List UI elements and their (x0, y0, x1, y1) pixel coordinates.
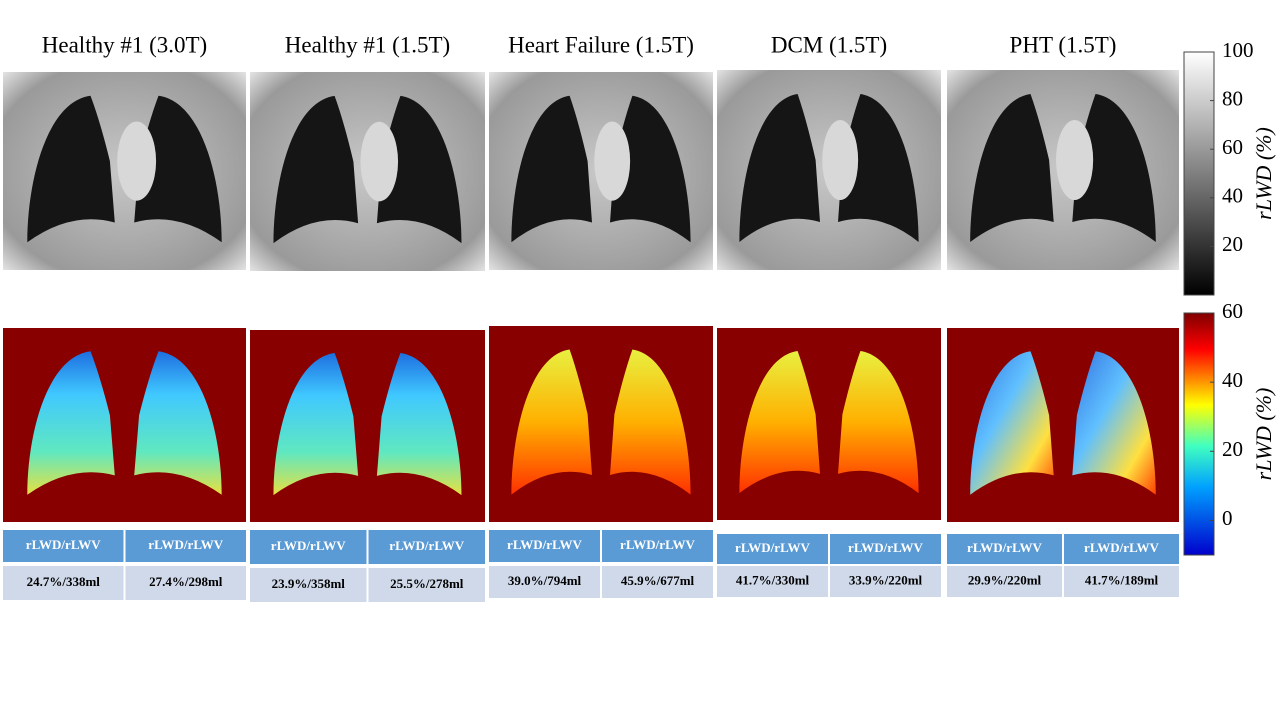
table-value-text: 29.9%/220ml (968, 572, 1042, 587)
lung-dark (739, 94, 820, 242)
colorbar-label: rLWD (%) (1251, 127, 1276, 220)
table-header-text: rLWD/rLWV (967, 540, 1042, 555)
table-value-text: 41.7%/189ml (1085, 572, 1159, 587)
table-value-text: 41.7%/330ml (736, 572, 810, 587)
table-header-text: rLWD/rLWV (389, 538, 464, 553)
colorbar-tick-label: 20 (1222, 232, 1243, 256)
table-header-text: rLWD/rLWV (620, 537, 695, 552)
table-header-cell (489, 530, 600, 562)
table-header-cell (947, 534, 1062, 564)
panel-title: DCM (1.5T) (771, 32, 887, 57)
lung-map (970, 351, 1054, 495)
table-value-cell (489, 566, 600, 598)
table-value-cell (717, 566, 828, 597)
colorbar-label: rLWD (%) (1251, 388, 1276, 481)
panel-title: PHT (1.5T) (1010, 32, 1117, 57)
colorbar-tick-label: 0 (1222, 506, 1233, 530)
lung-map (1072, 351, 1156, 495)
lung-dark (27, 95, 115, 243)
colorbar-tick-label: 100 (1222, 38, 1254, 62)
panel-title: Healthy #1 (3.0T) (42, 32, 207, 57)
table-value-cell (368, 568, 485, 602)
mediastinum (360, 121, 399, 202)
colorbar-tick-label: 40 (1222, 184, 1243, 208)
table-value-cell (3, 566, 124, 600)
table-header-cell (125, 530, 246, 562)
lung-map (511, 349, 592, 495)
colorbar-tick-label: 80 (1222, 86, 1243, 110)
table-value-text: 45.9%/677ml (621, 573, 695, 588)
lung-dark (1072, 94, 1156, 242)
table-header-text: rLWD/rLWV (507, 537, 582, 552)
lung-dark (970, 94, 1054, 242)
lung-dark (838, 94, 919, 242)
panel-title: Heart Failure (1.5T) (508, 32, 694, 57)
table-value-text: 33.9%/220ml (849, 572, 923, 587)
lung-map (134, 351, 222, 495)
mediastinum (1056, 120, 1094, 200)
table-value-cell (830, 566, 941, 597)
table-header-text: rLWD/rLWV (148, 537, 223, 552)
table-header-text: rLWD/rLWV (848, 540, 923, 555)
table-header-cell (368, 530, 485, 564)
table-value-cell (125, 566, 246, 600)
lung-map (27, 351, 115, 495)
table-header-cell (3, 530, 124, 562)
lung-map (273, 353, 359, 496)
panel-title: Healthy #1 (1.5T) (285, 32, 450, 57)
mediastinum (594, 121, 631, 201)
lung-dark (511, 95, 592, 243)
table-value-text: 27.4%/298ml (149, 574, 223, 589)
table-header-text: rLWD/rLWV (735, 540, 810, 555)
table-header-cell (1064, 534, 1179, 564)
lung-dark (376, 95, 462, 244)
table-value-cell (602, 566, 713, 598)
colorbar-tick-label: 60 (1222, 299, 1243, 323)
table-header-text: rLWD/rLWV (1084, 540, 1159, 555)
lung-dark (273, 95, 359, 244)
colorbar (1183, 51, 1215, 296)
colorbar-tick-label: 20 (1222, 437, 1243, 461)
table-value-cell (1064, 566, 1179, 597)
table-header-cell (830, 534, 941, 564)
colorbar (1183, 312, 1215, 556)
colorbar-tick-label: 40 (1222, 368, 1243, 392)
table-value-cell (250, 568, 367, 602)
lung-map (739, 351, 820, 494)
table-header-cell (717, 534, 828, 564)
table-value-text: 25.5%/278ml (390, 576, 464, 591)
lung-dark (610, 95, 691, 243)
lung-map (838, 351, 919, 494)
table-value-cell (947, 566, 1062, 597)
table-value-text: 24.7%/338ml (27, 574, 101, 589)
table-header-cell (602, 530, 713, 562)
colorbar-tick-label: 60 (1222, 135, 1243, 159)
lung-map (376, 353, 462, 496)
table-header-text: rLWD/rLWV (26, 537, 101, 552)
lung-dark (134, 95, 222, 243)
table-value-text: 39.0%/794ml (508, 573, 582, 588)
table-value-text: 23.9%/358ml (272, 576, 346, 591)
table-header-cell (250, 530, 367, 564)
table-header-text: rLWD/rLWV (271, 538, 346, 553)
lung-map (610, 349, 691, 495)
mediastinum (822, 120, 859, 200)
mediastinum (117, 121, 157, 201)
